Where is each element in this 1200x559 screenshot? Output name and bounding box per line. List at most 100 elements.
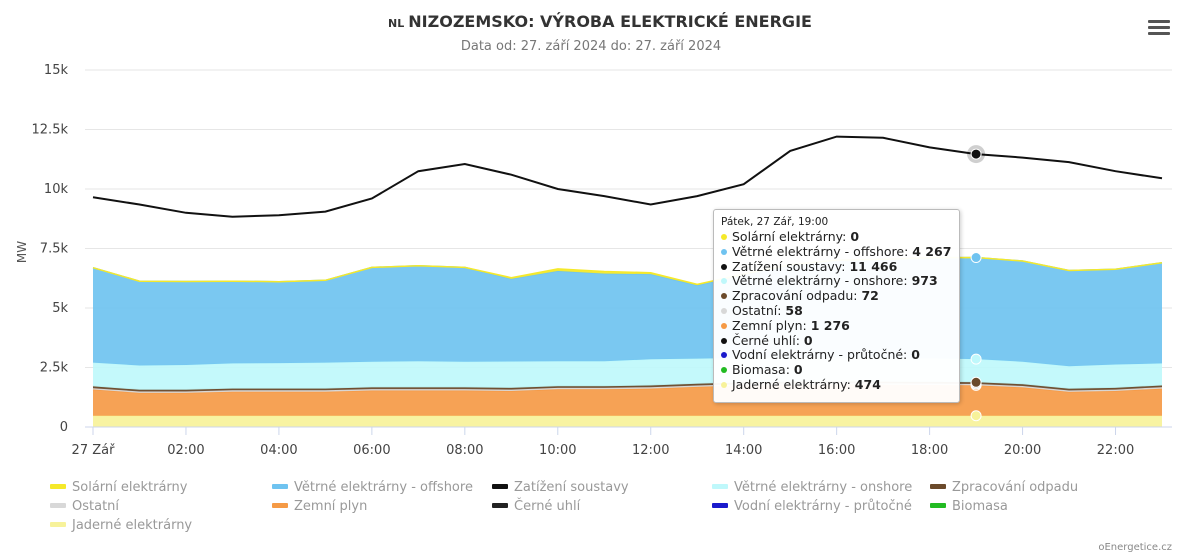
legend-item[interactable]: Zpracování odpadu bbox=[930, 480, 1078, 498]
x-tick-label: 14:00 bbox=[725, 443, 762, 458]
tooltip-row: Větrné elektrárny - onshore: 973 bbox=[721, 273, 952, 289]
x-tick-label: 02:00 bbox=[167, 443, 204, 458]
highlight-marker bbox=[970, 148, 982, 160]
legend-label: Ostatní bbox=[72, 499, 120, 514]
stacked-areas bbox=[92, 256, 1163, 427]
tooltip-row-label: Zatížení soustavy: bbox=[732, 258, 850, 274]
y-tick-label: 12.5k bbox=[32, 123, 69, 138]
series-dot-icon bbox=[721, 234, 727, 240]
legend-item[interactable]: Větrné elektrárny - offshore bbox=[272, 480, 473, 498]
tooltip-row-value: 0 bbox=[911, 347, 920, 363]
tooltip-row: Zemní plyn: 1 276 bbox=[721, 317, 952, 334]
series-dot-icon bbox=[721, 278, 727, 285]
legend-symbol-icon bbox=[50, 522, 66, 527]
x-tick-label: 27 Zář bbox=[72, 443, 116, 458]
legend-label: Větrné elektrárny - offshore bbox=[294, 480, 473, 495]
tooltip: Pátek, 27 Zář, 19:00 Solární elektrárny:… bbox=[713, 209, 960, 403]
tooltip-row-label: Černé uhlí: bbox=[732, 332, 804, 348]
legend-symbol-icon bbox=[272, 484, 288, 489]
x-tick-label: 22:00 bbox=[1097, 443, 1134, 458]
load-line bbox=[92, 135, 1163, 218]
legend-item[interactable]: Vodní elektrárny - průtočné bbox=[712, 499, 912, 517]
x-tick-label: 16:00 bbox=[818, 443, 855, 458]
tooltip-row-label: Biomasa: bbox=[732, 362, 794, 378]
legend-symbol-icon bbox=[492, 503, 508, 508]
series-dot-icon bbox=[721, 381, 727, 388]
chart-plot: 0 2.5k 5k 7.5k 10k 12.5k 15k 27 Zář 02:00 04:00 0… bbox=[15, 63, 1172, 458]
highlight-point bbox=[970, 376, 982, 388]
legend-symbol-icon bbox=[930, 503, 946, 508]
y-axis: 0 2.5k 5k 7.5k 10k 12.5k 15k bbox=[32, 63, 69, 435]
tooltip-row-value: 4 267 bbox=[912, 243, 952, 259]
x-axis: 27 Zář 02:00 04:00 06:00 08:00 10:00 12:00 14:0… bbox=[72, 426, 1172, 458]
legend-symbol-icon bbox=[712, 484, 728, 489]
chart-subtitle: Data od: 27. září 2024 do: 27. září 2024 bbox=[460, 39, 722, 54]
series-dot-icon bbox=[721, 293, 727, 300]
tooltip-row: Zpracování odpadu: 72 bbox=[721, 288, 952, 304]
series-dot-icon bbox=[721, 367, 727, 374]
legend-item[interactable]: Jaderné elektrárny bbox=[50, 518, 192, 536]
legend-symbol-icon bbox=[492, 484, 508, 489]
legend-item[interactable]: Zatížení soustavy bbox=[492, 480, 629, 498]
tooltip-row-value: 1 276 bbox=[810, 317, 850, 333]
legend-symbol-icon bbox=[272, 503, 288, 508]
legend-label: Větrné elektrárny - onshore bbox=[734, 480, 913, 495]
series-dot-icon bbox=[721, 352, 727, 359]
x-tick-label: 12:00 bbox=[632, 443, 669, 458]
tooltip-row-label: Ostatní: bbox=[732, 302, 786, 318]
legend-item[interactable]: Větrné elektrárny - onshore bbox=[712, 480, 912, 498]
tooltip-row-label: Větrné elektrárny - offshore: bbox=[732, 243, 913, 259]
tooltip-row-value: 72 bbox=[861, 288, 879, 304]
y-tick-label: 5k bbox=[52, 301, 68, 316]
chart-title: NL NIZOZEMSKO: VÝROBA ELEKTRICKÉ ENERGIE bbox=[0, 12, 1200, 31]
x-tick-label: 20:00 bbox=[1004, 443, 1041, 458]
legend-label: Zpracování odpadu bbox=[952, 480, 1079, 495]
tooltip-row-value: 0 bbox=[850, 229, 860, 244]
hamburger-menu-icon[interactable] bbox=[1148, 20, 1170, 38]
tooltip-row-value: 474 bbox=[854, 376, 881, 392]
tooltip-rows: Solární elektrárny: 0 Větrné elektrárny -… bbox=[721, 229, 952, 393]
legend-symbol-icon bbox=[712, 503, 728, 508]
tooltip-row: Vodní elektrárny - průtočné: 0 bbox=[721, 347, 952, 363]
credits-link[interactable]: oEnergetice.cz bbox=[1098, 542, 1172, 553]
legend-item[interactable]: Biomasa bbox=[930, 499, 1008, 517]
legend-item[interactable]: Černé uhlí bbox=[492, 499, 580, 517]
legend-item[interactable]: Zemní plyn bbox=[272, 499, 367, 517]
y-tick-label: 2.5k bbox=[40, 361, 69, 376]
hover-markers bbox=[967, 145, 986, 422]
y-tick-label: 10k bbox=[44, 182, 69, 197]
tooltip-row-value: 0 bbox=[793, 362, 803, 378]
x-tick-label: 04:00 bbox=[260, 443, 297, 458]
legend-item[interactable]: Solární elektrárny bbox=[50, 480, 187, 498]
tooltip-row: Zatížení soustavy: 11 466 bbox=[721, 258, 952, 275]
series-dot-icon bbox=[721, 307, 727, 314]
tooltip-row: Jaderné elektrárny: 474 bbox=[721, 376, 952, 393]
tooltip-row-label: Zemní plyn: bbox=[732, 317, 811, 333]
series-dot-icon bbox=[721, 337, 727, 344]
legend-symbol-icon bbox=[50, 503, 66, 508]
x-tick-label: 18:00 bbox=[911, 443, 948, 458]
x-tick-label: 06:00 bbox=[353, 443, 390, 458]
legend-label: Biomasa bbox=[952, 499, 1008, 514]
tooltip-row-label: Jaderné elektrárny: bbox=[732, 376, 855, 392]
tooltip-row: Ostatní: 58 bbox=[721, 302, 952, 319]
y-tick-label: 7.5k bbox=[40, 242, 69, 257]
series-dot-icon bbox=[721, 263, 727, 270]
tooltip-row: Biomasa: 0 bbox=[721, 362, 952, 378]
tooltip-header: Pátek, 27 Zář, 19:00 bbox=[721, 216, 829, 228]
tooltip-row: Černé uhlí: 0 bbox=[721, 332, 952, 349]
x-tick-label: 10:00 bbox=[539, 443, 576, 458]
tooltip-row-value: 11 466 bbox=[849, 258, 898, 274]
legend-item[interactable]: Ostatní bbox=[50, 499, 119, 517]
legend-symbol-icon bbox=[930, 484, 946, 489]
tooltip-row: Větrné elektrárny - offshore: 4 267 bbox=[721, 243, 952, 260]
country-code: NL bbox=[388, 17, 405, 30]
highlight-point bbox=[970, 410, 982, 422]
tooltip-row-label: Vodní elektrárny - průtočné: bbox=[732, 347, 912, 363]
series-dot-icon bbox=[721, 322, 727, 329]
legend-label: Jaderné elektrárny bbox=[72, 518, 193, 533]
series-dot-icon bbox=[721, 248, 727, 255]
legend-label: Černé uhlí bbox=[514, 499, 581, 514]
tooltip-row-label: Větrné elektrárny - onshore: bbox=[732, 273, 912, 289]
chart-title-text: NIZOZEMSKO: VÝROBA ELEKTRICKÉ ENERGIE bbox=[408, 12, 812, 31]
